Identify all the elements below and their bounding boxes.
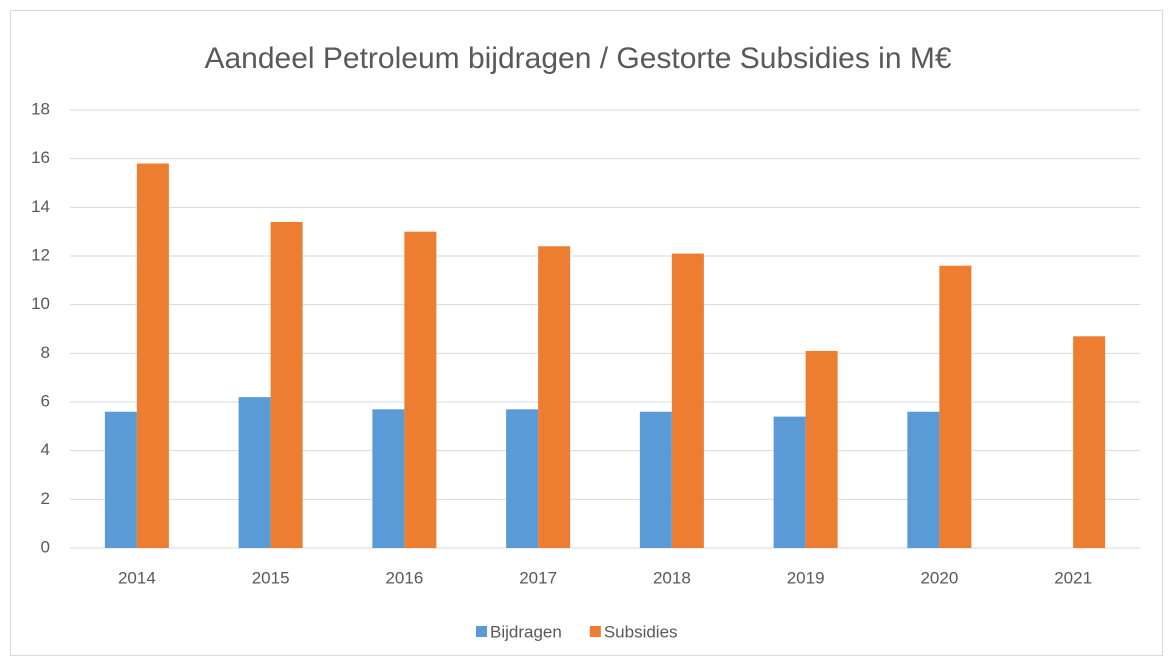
y-tick-label: 10 — [31, 294, 50, 313]
chart-border — [10, 10, 1163, 656]
bar — [907, 411, 940, 548]
bar — [238, 397, 271, 548]
x-tick-label: 2015 — [252, 568, 290, 587]
chart-title: Aandeel Petroleum bijdragen / Gestorte S… — [204, 42, 951, 75]
bar — [136, 163, 169, 549]
legend-label: Bijdragen — [490, 622, 562, 641]
y-tick-label: 16 — [31, 148, 50, 167]
y-tick-label: 14 — [31, 197, 50, 216]
bar — [538, 246, 571, 548]
bar — [805, 350, 838, 548]
y-tick-label: 0 — [41, 537, 50, 556]
y-tick-label: 2 — [41, 489, 50, 508]
bar — [773, 416, 806, 548]
bar — [270, 221, 303, 548]
y-tick-label: 4 — [41, 440, 50, 459]
y-tick-label: 18 — [31, 99, 50, 118]
y-tick-label: 6 — [41, 391, 50, 410]
bar — [104, 411, 137, 548]
bar — [1073, 336, 1106, 548]
bar — [404, 231, 437, 548]
x-tick-label: 2014 — [118, 568, 156, 587]
y-tick-label: 12 — [31, 245, 50, 264]
bar — [639, 411, 672, 548]
legend-label: Subsidies — [604, 622, 678, 641]
x-tick-label: 2019 — [787, 568, 825, 587]
y-tick-label: 8 — [41, 343, 50, 362]
bar — [939, 265, 972, 548]
bar — [372, 409, 405, 548]
x-tick-label: 2021 — [1054, 568, 1092, 587]
x-tick-label: 2020 — [920, 568, 958, 587]
x-tick-label: 2016 — [385, 568, 423, 587]
legend-swatch — [476, 626, 487, 637]
bar — [671, 253, 704, 549]
x-tick-label: 2017 — [519, 568, 557, 587]
bar — [506, 409, 539, 548]
x-tick-label: 2018 — [653, 568, 691, 587]
legend-swatch — [589, 626, 601, 637]
